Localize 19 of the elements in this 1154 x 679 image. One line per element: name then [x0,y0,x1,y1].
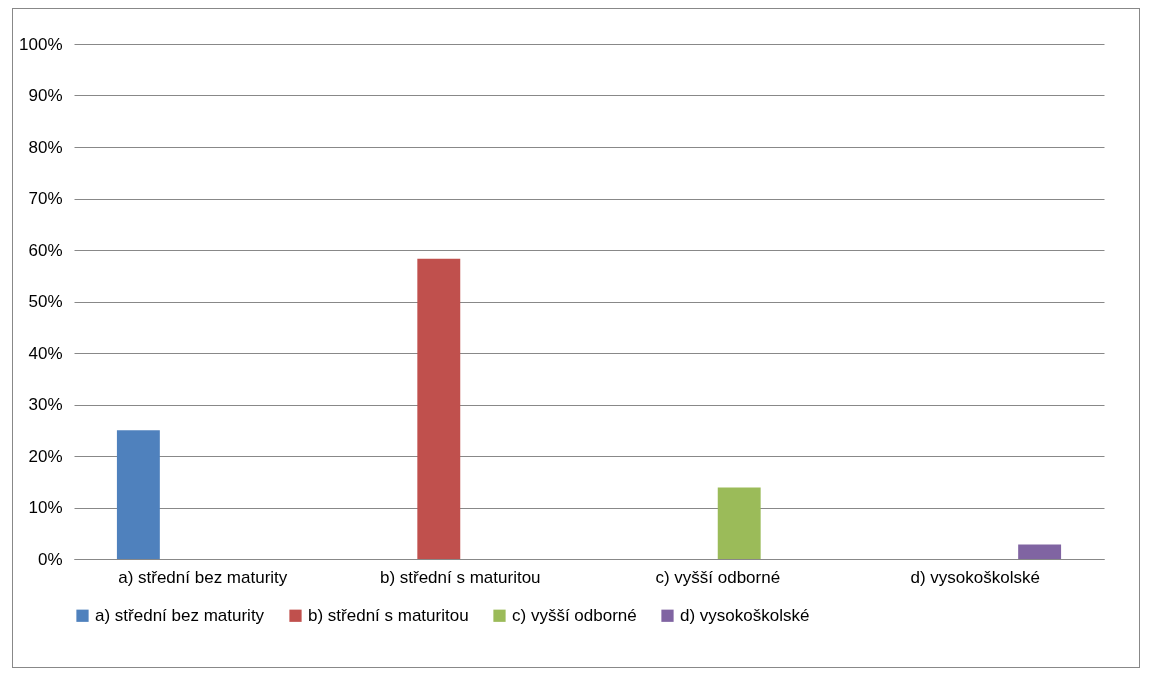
x-tick-label: a) střední bez maturity [118,567,288,587]
y-tick-label: 80% [28,137,63,157]
x-tick-label: b) střední s maturitou [379,567,541,587]
y-tick-label: 100% [19,34,63,54]
y-tick-label: 10% [28,498,63,517]
y-tick-label: 40% [28,343,63,363]
y-tick-label: 20% [28,446,63,466]
legend-label: a) střední bez maturity [95,605,265,625]
x-tick-label: d) vysokoškolské [910,567,1040,587]
y-tick-label: 70% [28,189,63,208]
y-tick-label: 0% [37,549,63,569]
legend-label: c) vyšší odborné [512,605,637,625]
y-tick-label: 30% [28,395,63,414]
y-tick-label: 90% [28,86,63,105]
y-tick-label: 60% [28,240,63,260]
x-tick-label: c) vyšší odborné [655,567,781,587]
y-tick-label: 50% [28,292,63,311]
legend-label: b) střední s maturitou [308,605,469,625]
legend-label: d) vysokoškolské [680,605,810,625]
